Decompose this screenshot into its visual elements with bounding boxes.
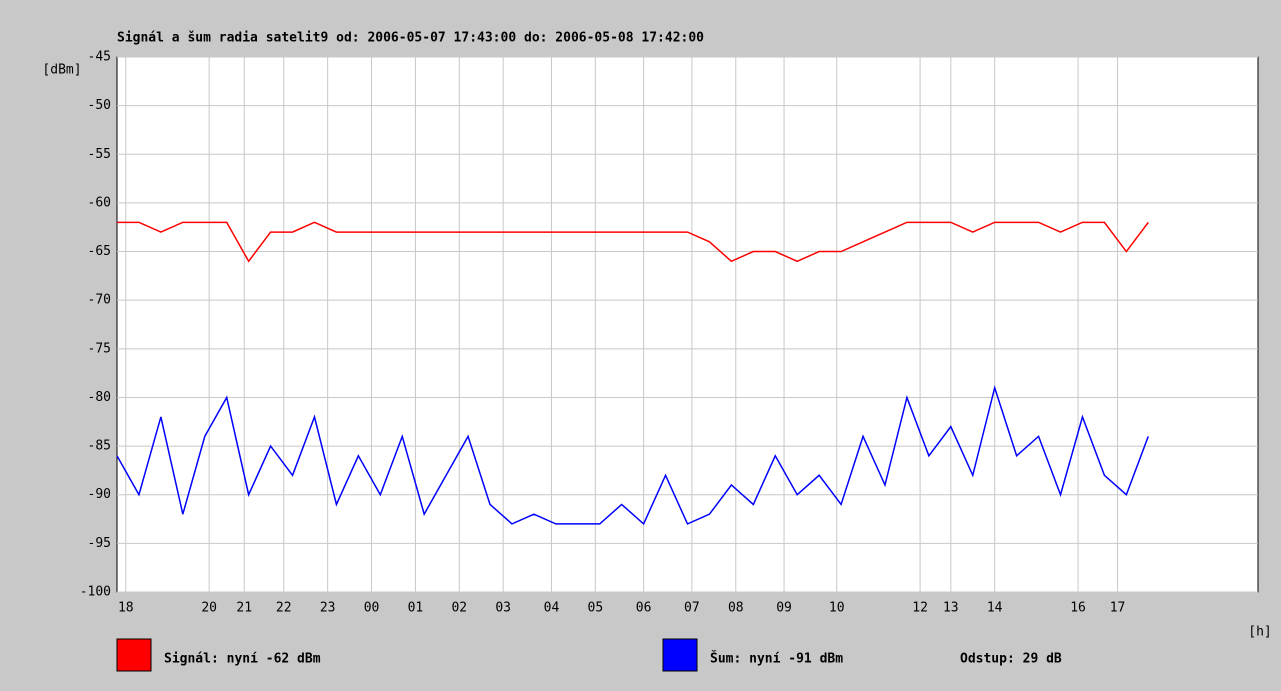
x-tick-label: 12 xyxy=(912,601,928,616)
x-tick-label: 04 xyxy=(544,601,560,616)
y-tick-label: -85 xyxy=(88,439,111,454)
x-tick-label: 22 xyxy=(276,601,292,616)
x-tick-label: 20 xyxy=(201,601,217,616)
x-axis-label: [h] xyxy=(1248,625,1271,640)
x-tick-label: 13 xyxy=(943,601,959,616)
x-tick-label: 01 xyxy=(408,601,424,616)
series-line xyxy=(117,221,1149,263)
y-tick-label: -95 xyxy=(88,536,111,551)
x-tick-label: 23 xyxy=(320,601,336,616)
x-tick-label: 03 xyxy=(495,601,511,616)
chart-title: Signál a šum radia satelit9 od: 2006-05-… xyxy=(117,31,704,46)
x-tick-label: 00 xyxy=(364,601,380,616)
legend-swatch xyxy=(116,638,152,672)
x-tick-label: 17 xyxy=(1110,601,1126,616)
y-axis-label: [dBm] xyxy=(42,63,81,78)
x-tick-label: 09 xyxy=(776,601,792,616)
y-tick-label: -60 xyxy=(88,195,111,210)
y-tick-label: -100 xyxy=(80,585,111,600)
x-tick-label: 18 xyxy=(118,601,134,616)
legend-label: Šum: nyní -91 dBm xyxy=(710,651,843,667)
legend-label: Signál: nyní -62 dBm xyxy=(164,652,321,667)
x-tick-label: 02 xyxy=(451,601,467,616)
y-tick-label: -45 xyxy=(88,50,111,65)
x-tick-label: 07 xyxy=(684,601,700,616)
series-line xyxy=(116,385,1149,526)
y-tick-label: -50 xyxy=(88,98,111,113)
x-tick-label: 05 xyxy=(588,601,604,616)
legend-swatch xyxy=(662,638,698,672)
annotation: Odstup: 29 dB xyxy=(960,652,1062,667)
x-tick-label: 10 xyxy=(829,601,845,616)
x-tick-label: 21 xyxy=(236,601,252,616)
y-tick-label: -55 xyxy=(88,147,111,162)
x-tick-label: 06 xyxy=(636,601,652,616)
y-tick-label: -75 xyxy=(88,341,111,356)
x-tick-label: 14 xyxy=(987,601,1003,616)
plot-area xyxy=(116,56,1259,593)
y-tick-label: -65 xyxy=(88,244,111,259)
y-tick-label: -90 xyxy=(88,487,111,502)
y-tick-label: -80 xyxy=(88,390,111,405)
x-tick-label: 08 xyxy=(728,601,744,616)
y-tick-label: -70 xyxy=(88,293,111,308)
x-tick-label: 16 xyxy=(1070,601,1086,616)
